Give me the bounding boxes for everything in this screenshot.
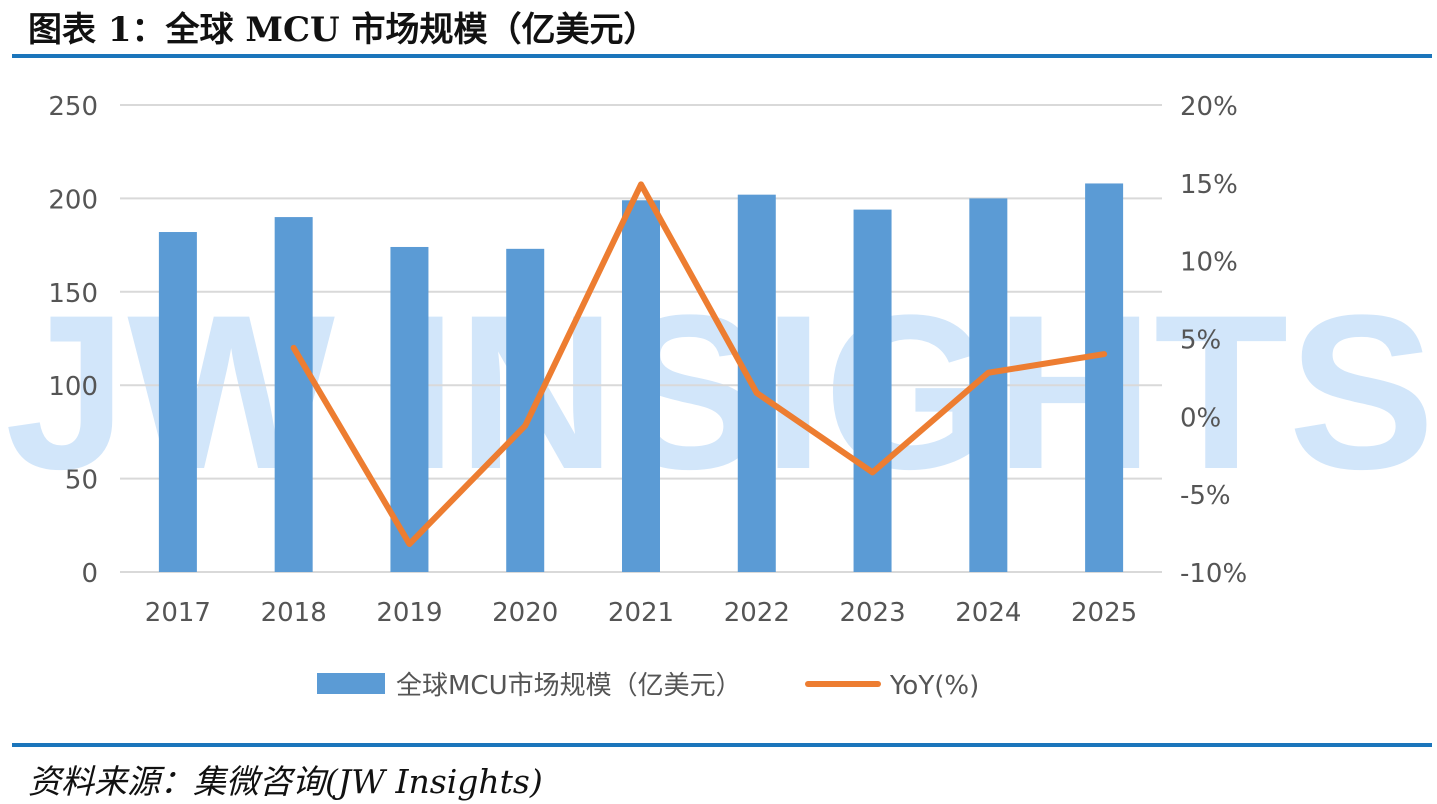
x-axis-tick-label: 2022: [724, 598, 790, 628]
x-axis-tick-label: 2018: [261, 598, 327, 628]
yoy-line: [290, 181, 1108, 547]
x-axis-tick-label: 2024: [955, 598, 1021, 628]
legend: 全球MCU市场规模（亿美元） YoY(%): [317, 671, 979, 701]
bar: [737, 194, 776, 572]
right-axis-tick-label: 10%: [1180, 248, 1238, 278]
left-axis-tick-label: 100: [48, 372, 98, 402]
right-axis-tick-labels: -10% -5% 0% 5% 10% 15% 20%: [1180, 92, 1247, 589]
left-axis-tick-label: 250: [48, 92, 98, 122]
bar-series: [158, 183, 1124, 573]
left-axis-tick-label: 0: [81, 559, 98, 589]
source-note: 资料来源：集微咨询(JW Insights): [28, 762, 543, 801]
right-axis-tick-label: -10%: [1180, 559, 1247, 589]
x-axis-tick-label: 2021: [608, 598, 674, 628]
left-axis-tick-label: 150: [48, 279, 98, 309]
yoy-line-series: [290, 181, 1108, 547]
x-axis-tick-label: 2025: [1071, 598, 1137, 628]
right-axis-tick-label: -5%: [1180, 481, 1231, 511]
left-axis-tick-labels: 0 50 100 150 200 250: [48, 92, 98, 589]
x-axis-tick-labels: 2017 2018 2019 2020 2021 2022 2023 2024 2025: [145, 598, 1137, 628]
title-divider: [12, 54, 1432, 58]
right-axis-tick-label: 0%: [1180, 403, 1221, 433]
legend-line-label: YoY(%): [889, 671, 979, 701]
bar: [1085, 183, 1124, 572]
x-axis-tick-label: 2019: [376, 598, 442, 628]
legend-bar-swatch: [317, 673, 385, 694]
bar: [622, 200, 660, 572]
bar: [274, 217, 313, 572]
x-axis-tick-label: 2020: [492, 598, 558, 628]
x-axis-tick-label: 2023: [839, 598, 905, 628]
x-axis-tick-label: 2017: [145, 598, 211, 628]
bar: [158, 232, 197, 573]
right-axis-tick-label: 15%: [1180, 170, 1238, 200]
watermark: JW INSIGHTS: [5, 269, 1435, 515]
bar: [853, 209, 892, 572]
right-axis-tick-label: 20%: [1180, 92, 1238, 122]
left-axis-tick-label: 200: [48, 185, 98, 215]
legend-bar-label: 全球MCU市场规模（亿美元）: [396, 671, 742, 701]
chart-area: JW INSIGHTS 0 50 100 150 200 250 -10% -5% 0% 5% 1…: [5, 92, 1435, 701]
chart-title: 图表 1：全球 MCU 市场规模（亿美元）: [28, 10, 658, 50]
bar: [506, 248, 545, 572]
right-axis-tick-label: 5%: [1180, 326, 1221, 356]
footer-divider: [12, 743, 1432, 747]
left-axis-tick-label: 50: [65, 466, 98, 496]
